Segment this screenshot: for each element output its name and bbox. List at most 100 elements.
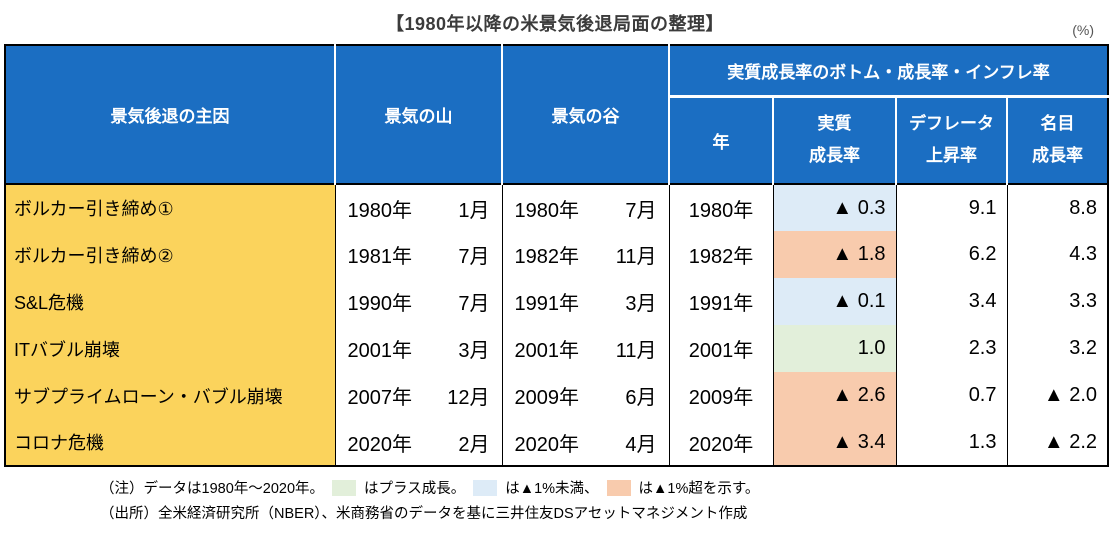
trough-year: 2009年 — [514, 387, 580, 409]
real-growth-cell: 1.0 — [772, 325, 896, 372]
peak-cell: 1980年 1月 — [334, 184, 502, 231]
trough-year: 1991年 — [514, 293, 580, 315]
note-blue: は▲1%未満、 — [505, 481, 599, 497]
footnotes: （注）データは1980年～2020年。 はプラス成長。 は▲1%未満、 は▲1%超を示… — [100, 477, 1110, 528]
peak-year: 1990年 — [347, 293, 413, 315]
peak-cell: 2001年 3月 — [334, 325, 502, 372]
year-cell: 1982年 — [668, 231, 773, 278]
table-row: ボルカー引き締め① 1980年 1月 1980年 7月 1980年 ▲ 0.3 … — [5, 184, 1108, 231]
header-nominal-line1: 名目 — [1040, 113, 1075, 133]
note-source: （出所）全米経済研究所（NBER）、米商務省のデータを基に三井住友DSアセットマ… — [100, 506, 748, 523]
trough-month: 6月 — [625, 387, 657, 409]
year-cell: 2009年 — [668, 372, 773, 419]
nominal-cell: ▲ 2.0 — [1006, 372, 1108, 419]
table-body: ボルカー引き締め① 1980年 1月 1980年 7月 1980年 ▲ 0.3 … — [5, 184, 1108, 466]
trough-month: 4月 — [625, 433, 657, 456]
trough-year: 2001年 — [514, 340, 580, 362]
page-title: 【1980年以降の米景気後退局面の整理】 — [385, 14, 725, 34]
trough-month: 7月 — [625, 199, 657, 222]
year-cell: 2001年 — [668, 325, 773, 372]
legend-swatch-orange-icon — [606, 480, 631, 496]
table-row: S&L危機 1990年 7月 1991年 3月 1991年 ▲ 0.1 3.4 … — [5, 278, 1108, 325]
peak-month: 7月 — [458, 293, 490, 315]
deflator-cell: 1.3 — [895, 419, 1007, 466]
peak-cell: 2007年 12月 — [334, 372, 502, 419]
header-trough: 景気の谷 — [501, 45, 669, 184]
nominal-cell: 3.2 — [1006, 325, 1108, 372]
header-nominal: 名目 成長率 — [1006, 96, 1108, 184]
trough-year: 2020年 — [514, 433, 580, 456]
peak-year: 2007年 — [347, 387, 413, 409]
trough-month: 3月 — [625, 293, 657, 315]
peak-month: 7月 — [458, 246, 490, 268]
peak-month: 12月 — [447, 387, 490, 409]
year-cell: 2020年 — [668, 419, 773, 466]
header-year: 年 — [668, 96, 773, 184]
peak-cell: 1990年 7月 — [334, 278, 502, 325]
real-growth-cell: ▲ 3.4 — [772, 419, 896, 466]
deflator-cell: 9.1 — [895, 184, 1007, 231]
header-deflator-line1: デフレータ — [909, 113, 994, 133]
peak-year: 2020年 — [347, 433, 413, 456]
peak-year: 1981年 — [347, 246, 413, 268]
peak-cell: 1981年 7月 — [334, 231, 502, 278]
cause-cell: ITバブル崩壊 — [5, 325, 335, 372]
header-real-growth-line1: 実質 — [817, 113, 852, 133]
cause-cell: サブプライムローン・バブル崩壊 — [5, 372, 335, 419]
trough-month: 11月 — [615, 340, 657, 362]
note-line1: （注）データは1980年～2020年。 はプラス成長。 は▲1%未満、 は▲1%超を示… — [100, 477, 1110, 502]
year-cell: 1991年 — [668, 278, 773, 325]
nominal-cell: 8.8 — [1006, 184, 1108, 231]
header-real-growth-line2: 成長率 — [809, 146, 860, 166]
peak-year: 2001年 — [347, 340, 413, 362]
recession-table: 景気後退の主因 景気の山 景気の谷 実質成長率のボトム・成長率・インフレ率 年 … — [4, 44, 1109, 467]
table-row: コロナ危機 2020年 2月 2020年 4月 2020年 ▲ 3.4 1.3 … — [5, 419, 1108, 466]
deflator-cell: 2.3 — [895, 325, 1007, 372]
note-orange: は▲1%超を示す。 — [638, 481, 760, 497]
note-prefix: （注）データは1980年～2020年。 — [100, 481, 325, 497]
real-growth-cell: ▲ 1.8 — [772, 231, 896, 278]
cause-cell: コロナ危機 — [5, 419, 335, 466]
deflator-cell: 0.7 — [895, 372, 1007, 419]
unit-label: (%) — [1072, 22, 1094, 38]
trough-month: 11月 — [615, 246, 657, 268]
real-growth-cell: ▲ 0.1 — [772, 278, 896, 325]
header-real-growth: 実質 成長率 — [772, 96, 896, 184]
title-bar: 【1980年以降の米景気後退局面の整理】 (%) — [0, 0, 1110, 44]
nominal-cell: ▲ 2.2 — [1006, 419, 1108, 466]
note-green: はプラス成長。 — [364, 481, 466, 497]
peak-cell: 2020年 2月 — [334, 419, 502, 466]
peak-year: 1980年 — [347, 199, 413, 222]
table-row: サブプライムローン・バブル崩壊 2007年 12月 2009年 6月 2009年… — [5, 372, 1108, 419]
deflator-cell: 3.4 — [895, 278, 1007, 325]
trough-cell: 2001年 11月 — [501, 325, 669, 372]
header-deflator-line2: 上昇率 — [926, 146, 977, 166]
header-group: 実質成長率のボトム・成長率・インフレ率 — [668, 45, 1108, 98]
trough-cell: 1982年 11月 — [501, 231, 669, 278]
header-deflator: デフレータ 上昇率 — [895, 96, 1007, 184]
header-cause: 景気後退の主因 — [5, 45, 335, 184]
peak-month: 2月 — [458, 433, 490, 456]
legend-swatch-green-icon — [332, 480, 357, 496]
nominal-cell: 3.3 — [1006, 278, 1108, 325]
trough-cell: 1991年 3月 — [501, 278, 669, 325]
trough-year: 1980年 — [514, 199, 580, 222]
real-growth-cell: ▲ 0.3 — [772, 184, 896, 231]
nominal-cell: 4.3 — [1006, 231, 1108, 278]
table-row: ITバブル崩壊 2001年 3月 2001年 11月 2001年 1.0 2.3… — [5, 325, 1108, 372]
deflator-cell: 6.2 — [895, 231, 1007, 278]
trough-cell: 1980年 7月 — [501, 184, 669, 231]
header-nominal-line2: 成長率 — [1032, 146, 1083, 166]
trough-year: 1982年 — [514, 246, 580, 268]
peak-month: 3月 — [458, 340, 490, 362]
trough-cell: 2020年 4月 — [501, 419, 669, 466]
cause-cell: S&L危機 — [5, 278, 335, 325]
cause-cell: ボルカー引き締め② — [5, 231, 335, 278]
real-growth-cell: ▲ 2.6 — [772, 372, 896, 419]
trough-cell: 2009年 6月 — [501, 372, 669, 419]
year-cell: 1980年 — [668, 184, 773, 231]
legend-swatch-blue-icon — [473, 480, 498, 496]
cause-cell: ボルカー引き締め① — [5, 184, 335, 231]
table-row: ボルカー引き締め② 1981年 7月 1982年 11月 1982年 ▲ 1.8… — [5, 231, 1108, 278]
table-header: 景気後退の主因 景気の山 景気の谷 実質成長率のボトム・成長率・インフレ率 年 … — [5, 45, 1108, 184]
